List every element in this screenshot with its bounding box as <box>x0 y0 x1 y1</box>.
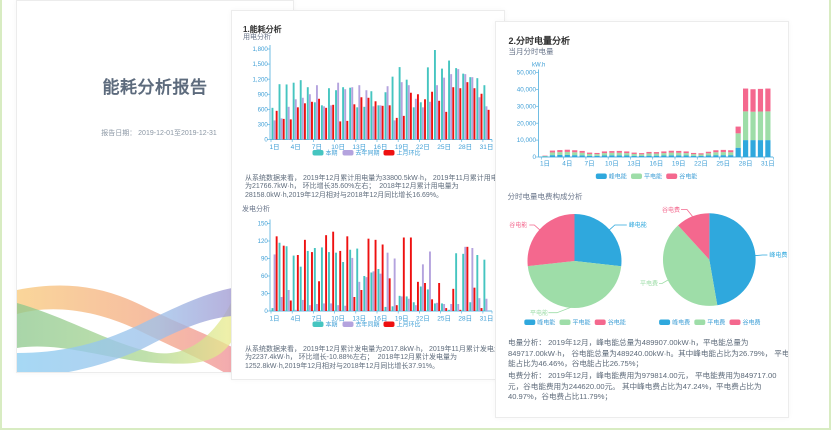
svg-text:28日: 28日 <box>739 160 753 168</box>
svg-text:平电费: 平电费 <box>707 319 725 327</box>
svg-text:谷电能: 谷电能 <box>509 221 527 229</box>
svg-text:22日: 22日 <box>694 160 708 168</box>
svg-text:7日: 7日 <box>312 314 322 322</box>
svg-text:50,000: 50,000 <box>517 70 537 77</box>
svg-text:900: 900 <box>258 91 269 98</box>
svg-text:19日: 19日 <box>672 160 686 168</box>
svg-text:150: 150 <box>258 221 269 228</box>
svg-text:峰电能: 峰电能 <box>537 319 555 327</box>
svg-text:10日: 10日 <box>331 314 345 322</box>
svg-text:谷电能: 谷电能 <box>608 319 626 327</box>
svg-text:1,200: 1,200 <box>253 76 269 83</box>
svg-text:0: 0 <box>264 137 268 144</box>
svg-text:1,500: 1,500 <box>253 61 269 68</box>
svg-text:平电能: 平电能 <box>573 319 591 327</box>
svg-text:31日: 31日 <box>480 314 494 322</box>
svg-text:去年同期: 去年同期 <box>356 321 380 329</box>
svg-text:7日: 7日 <box>585 160 595 168</box>
svg-text:300: 300 <box>258 122 269 129</box>
svg-text:4日: 4日 <box>291 314 301 322</box>
svg-text:120: 120 <box>258 238 269 245</box>
svg-text:平电能: 平电能 <box>644 173 662 181</box>
svg-text:25日: 25日 <box>437 143 451 151</box>
svg-text:16日: 16日 <box>650 160 664 168</box>
svg-text:90: 90 <box>261 256 268 263</box>
svg-text:平电费: 平电费 <box>640 280 658 288</box>
svg-text:本期: 本期 <box>326 149 338 157</box>
svg-text:600: 600 <box>258 106 269 113</box>
svg-text:峰电费: 峰电费 <box>672 319 690 327</box>
svg-text:4日: 4日 <box>291 143 301 151</box>
svg-text:峰电能: 峰电能 <box>629 221 647 229</box>
svg-text:28日: 28日 <box>458 143 472 151</box>
svg-text:22日: 22日 <box>416 143 430 151</box>
svg-text:0: 0 <box>264 308 268 315</box>
svg-text:30,000: 30,000 <box>517 103 537 110</box>
svg-text:去年同期: 去年同期 <box>356 149 380 157</box>
svg-text:本期: 本期 <box>326 321 338 329</box>
svg-text:1日: 1日 <box>269 143 279 151</box>
svg-text:25日: 25日 <box>716 160 730 168</box>
svg-text:谷电费: 谷电费 <box>662 206 680 214</box>
svg-text:16日: 16日 <box>374 143 388 151</box>
svg-text:28日: 28日 <box>458 314 472 322</box>
svg-text:30: 30 <box>261 291 268 298</box>
svg-text:峰电能: 峰电能 <box>609 173 627 181</box>
svg-text:1,800: 1,800 <box>253 46 269 53</box>
svg-text:40,000: 40,000 <box>517 87 537 94</box>
svg-text:kW.h: kW.h <box>532 63 545 69</box>
svg-text:10日: 10日 <box>331 143 345 151</box>
svg-text:25日: 25日 <box>437 314 451 322</box>
svg-text:13日: 13日 <box>352 143 366 151</box>
svg-text:1日: 1日 <box>269 314 279 322</box>
svg-text:10,000: 10,000 <box>517 137 537 144</box>
svg-text:22日: 22日 <box>416 314 430 322</box>
svg-text:10日: 10日 <box>605 160 619 168</box>
svg-text:0: 0 <box>532 154 536 161</box>
svg-text:20,000: 20,000 <box>517 120 537 127</box>
svg-text:上月环比: 上月环比 <box>397 149 421 157</box>
svg-text:峰电费: 峰电费 <box>769 251 787 259</box>
svg-text:19日: 19日 <box>395 314 409 322</box>
svg-text:上月环比: 上月环比 <box>397 321 421 329</box>
svg-text:谷电能: 谷电能 <box>679 173 697 181</box>
svg-text:4日: 4日 <box>562 160 572 168</box>
svg-text:平电能: 平电能 <box>530 309 548 317</box>
svg-text:谷电费: 谷电费 <box>743 319 761 327</box>
svg-text:13日: 13日 <box>352 314 366 322</box>
svg-text:7日: 7日 <box>312 143 322 151</box>
svg-text:1日: 1日 <box>540 160 550 168</box>
svg-text:31日: 31日 <box>761 160 775 168</box>
svg-text:31日: 31日 <box>480 143 494 151</box>
svg-text:60: 60 <box>261 273 268 280</box>
svg-text:13日: 13日 <box>627 160 641 168</box>
svg-text:16日: 16日 <box>374 314 388 322</box>
svg-text:19日: 19日 <box>395 143 409 151</box>
